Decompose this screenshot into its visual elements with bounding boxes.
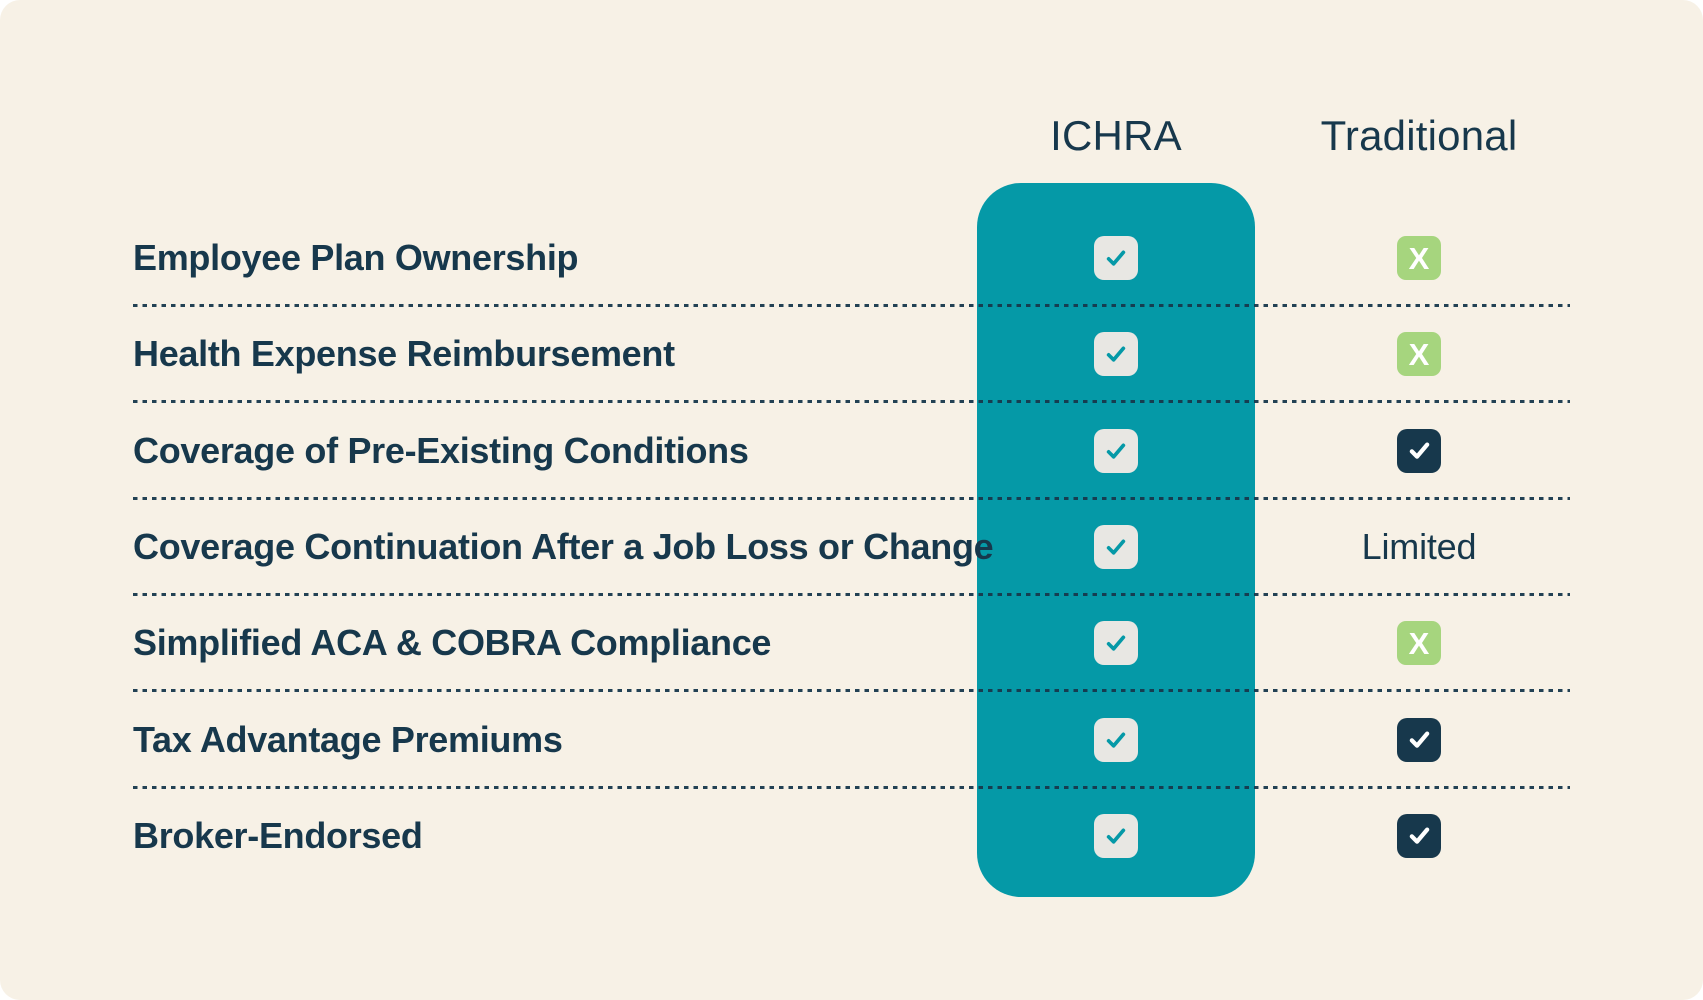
ichra-cell	[977, 595, 1255, 691]
check-icon-teal	[1094, 524, 1138, 569]
ichra-cell	[977, 210, 1255, 306]
comparison-rows: Employee Plan Ownership X Health Expense…	[133, 210, 1570, 884]
check-icon-teal	[1094, 813, 1138, 858]
check-icon-teal	[1094, 236, 1138, 280]
check-icon-dark	[1397, 813, 1441, 858]
row-label: Coverage Continuation After a Job Loss o…	[133, 525, 994, 567]
traditional-cell: Limited	[1299, 499, 1539, 595]
ichra-cell	[977, 403, 1255, 499]
check-icon-teal	[1094, 621, 1138, 666]
traditional-cell: X	[1299, 595, 1539, 691]
check-icon-teal	[1094, 717, 1138, 762]
table-row: Coverage of Pre-Existing Conditions	[133, 403, 1570, 500]
row-label: Employee Plan Ownership	[133, 237, 579, 278]
column-header-ichra: ICHRA	[1050, 112, 1182, 159]
traditional-cell: X	[1299, 306, 1539, 402]
row-label: Broker-Endorsed	[133, 814, 423, 856]
x-icon-green: X	[1397, 332, 1441, 377]
traditional-cell	[1299, 692, 1539, 788]
traditional-cell: X	[1299, 210, 1539, 306]
traditional-cell	[1299, 788, 1539, 884]
limited-text: Limited	[1361, 525, 1477, 567]
check-icon-dark	[1397, 428, 1441, 473]
table-row: Coverage Continuation After a Job Loss o…	[133, 499, 1570, 596]
ichra-cell	[977, 692, 1255, 788]
column-header-traditional: Traditional	[1320, 112, 1518, 159]
x-icon-green: X	[1397, 621, 1441, 666]
traditional-cell	[1299, 403, 1539, 499]
table-row: Employee Plan Ownership X	[133, 210, 1570, 307]
row-label: Tax Advantage Premiums	[133, 718, 563, 760]
check-icon-dark	[1397, 717, 1441, 762]
check-icon-teal	[1094, 428, 1138, 473]
ichra-cell	[977, 306, 1255, 402]
row-label: Coverage of Pre-Existing Conditions	[133, 429, 749, 471]
table-row: Broker-Endorsed	[133, 788, 1570, 884]
table-row: Tax Advantage Premiums	[133, 692, 1570, 789]
table-row: Health Expense Reimbursement X	[133, 306, 1570, 404]
table-row: Simplified ACA & COBRA Compliance X	[133, 595, 1570, 693]
x-icon-green: X	[1397, 236, 1441, 280]
row-label: Simplified ACA & COBRA Compliance	[133, 622, 772, 664]
ichra-cell	[977, 499, 1255, 595]
check-icon-teal	[1094, 332, 1138, 377]
row-label: Health Expense Reimbursement	[133, 333, 675, 375]
ichra-cell	[977, 788, 1255, 884]
